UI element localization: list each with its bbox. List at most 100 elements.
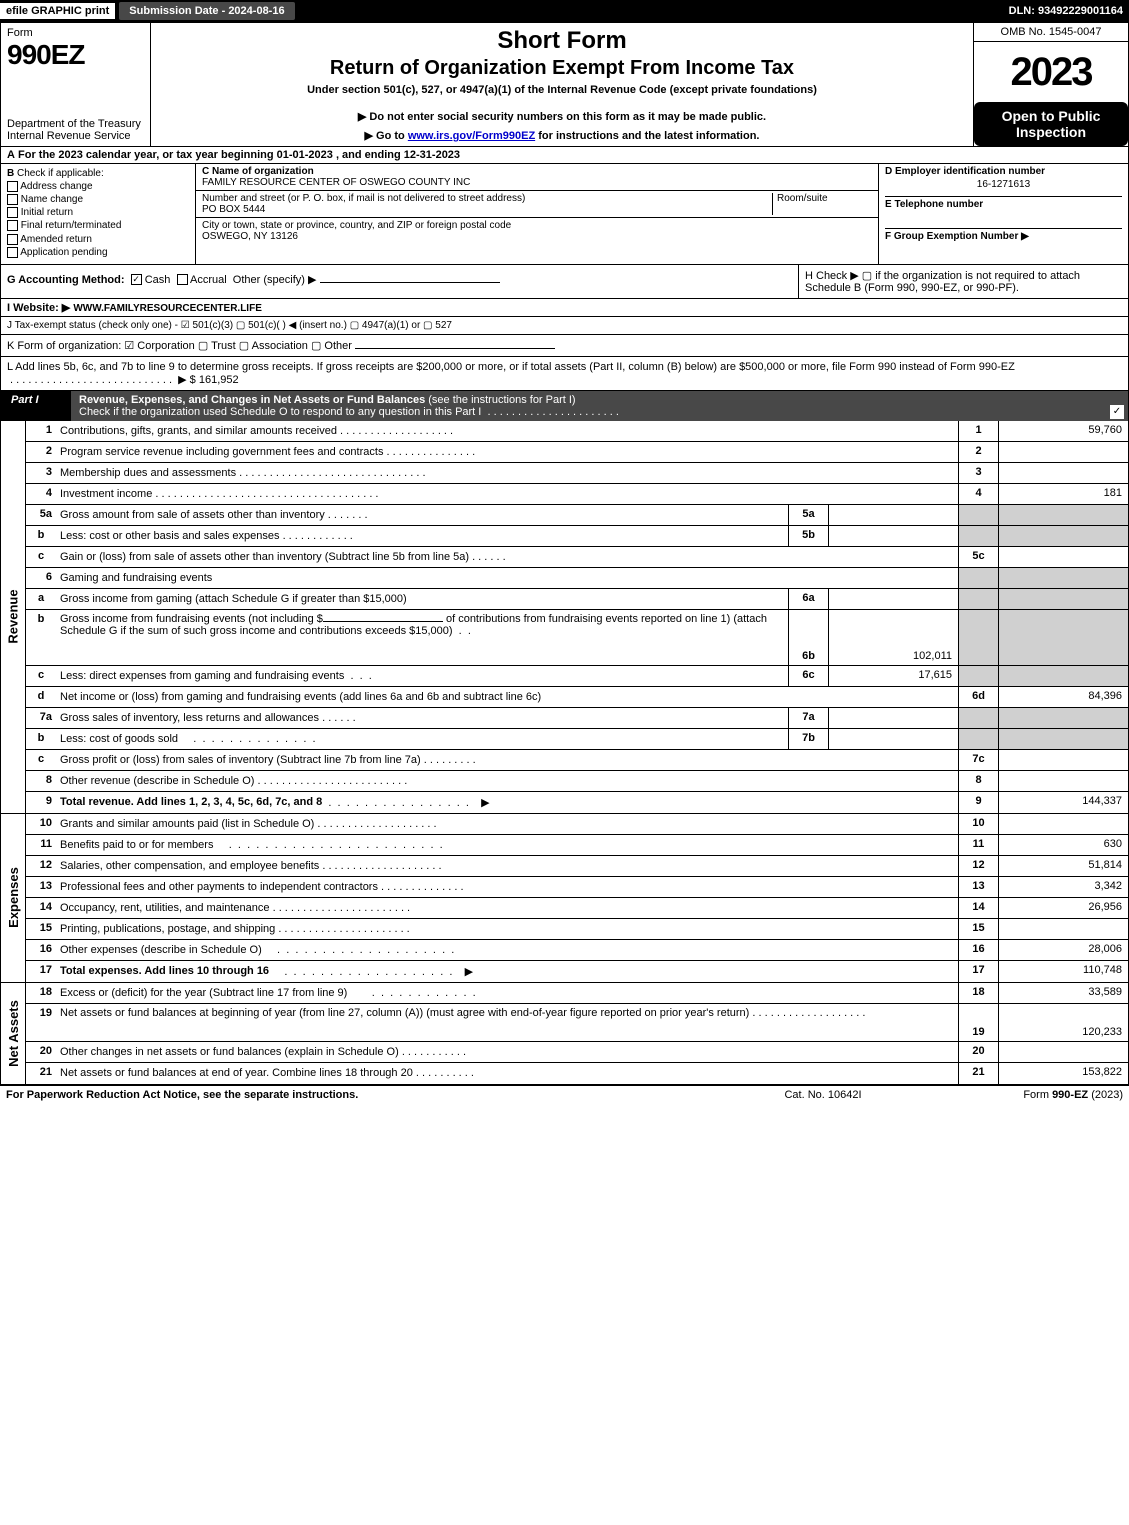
l6a-sub: 6a	[788, 589, 828, 609]
part-i-header: Part I Revenue, Expenses, and Changes in…	[0, 391, 1129, 421]
l6-n: 6	[26, 568, 56, 588]
l16-d: Other expenses (describe in Schedule O)	[60, 944, 262, 956]
l11-col: 11	[958, 835, 998, 855]
l13-d: Professional fees and other payments to …	[60, 881, 378, 893]
expenses-side-text: Expenses	[6, 867, 21, 928]
open-public-badge: Open to Public Inspection	[974, 102, 1128, 146]
chk-initial-return[interactable]	[7, 207, 18, 218]
l4-n: 4	[26, 484, 56, 504]
l11-n: 11	[26, 835, 56, 855]
department: Department of the Treasury Internal Reve…	[7, 118, 144, 142]
ein-label: D Employer identification number	[885, 166, 1122, 177]
l8-v	[998, 771, 1128, 791]
l7c-n: c	[26, 750, 56, 770]
l1-n: 1	[26, 421, 56, 441]
l7a-sv	[828, 708, 958, 728]
l6c-g1	[958, 666, 998, 686]
l3-col: 3	[958, 463, 998, 483]
l20-d: Other changes in net assets or fund bala…	[60, 1046, 399, 1058]
l16-col: 16	[958, 940, 998, 960]
l6b-g1	[958, 610, 998, 665]
chk-cash[interactable]	[131, 274, 142, 285]
l4-col: 4	[958, 484, 998, 504]
l5c-v	[998, 547, 1128, 567]
l5b-g1	[958, 526, 998, 546]
row-j-tax-exempt: J Tax-exempt status (check only one) - ☑…	[0, 317, 1129, 335]
h-schedule-b: H Check ▶ ▢ if the organization is not r…	[798, 265, 1128, 298]
part-i-sub: (see the instructions for Part I)	[428, 394, 575, 406]
l6b-blank[interactable]	[323, 621, 443, 622]
l4-v: 181	[998, 484, 1128, 504]
topbar: efile GRAPHIC print Submission Date - 20…	[0, 0, 1129, 22]
l14-v: 26,956	[998, 898, 1128, 918]
l6c-sub: 6c	[788, 666, 828, 686]
l10-n: 10	[26, 814, 56, 834]
chk-lbl-2: Initial return	[21, 207, 73, 218]
group-label: F Group Exemption Number ▶	[885, 231, 1029, 242]
accounting-method: G Accounting Method: Cash Accrual Other …	[1, 265, 798, 298]
part-i-title-wrap: Revenue, Expenses, and Changes in Net As…	[71, 391, 1128, 421]
l5a-sv	[828, 505, 958, 525]
footer-center: Cat. No. 10642I	[723, 1089, 923, 1101]
efile-print-label[interactable]: efile GRAPHIC print	[0, 3, 115, 19]
l13-col: 13	[958, 877, 998, 897]
l9-v: 144,337	[998, 792, 1128, 813]
l5b-sv	[828, 526, 958, 546]
l19-n: 19	[26, 1004, 56, 1041]
chk-pending[interactable]	[7, 247, 18, 258]
l-text: L Add lines 5b, 6c, and 7b to line 9 to …	[7, 361, 1015, 373]
l10-v	[998, 814, 1128, 834]
l-amount: ▶ $ 161,952	[178, 374, 238, 386]
row-l-gross-receipts: L Add lines 5b, 6c, and 7b to line 9 to …	[0, 357, 1129, 391]
tel-label: E Telephone number	[885, 199, 983, 210]
footer-right: Form 990-EZ (2023)	[923, 1089, 1123, 1101]
l1-v: 59,760	[998, 421, 1128, 441]
goto-pre: ▶ Go to	[365, 130, 408, 142]
l18-d: Excess or (deficit) for the year (Subtra…	[60, 987, 347, 999]
l6b-n: b	[26, 610, 56, 665]
l18-col: 18	[958, 983, 998, 1003]
k-other-input[interactable]	[355, 348, 555, 349]
l7b-sv	[828, 729, 958, 749]
l5a-sub: 5a	[788, 505, 828, 525]
l1-col: 1	[958, 421, 998, 441]
chk-name-change[interactable]	[7, 194, 18, 205]
l19-col: 19	[958, 1004, 998, 1041]
chk-final-return[interactable]	[7, 220, 18, 231]
chk-amended[interactable]	[7, 234, 18, 245]
chk-lbl-1: Name change	[21, 194, 83, 205]
l18-n: 18	[26, 983, 56, 1003]
chk-address-change[interactable]	[7, 181, 18, 192]
part-i-checkbox[interactable]: ✓	[1110, 405, 1124, 419]
org-name: FAMILY RESOURCE CENTER OF OSWEGO COUNTY …	[202, 177, 872, 188]
other-specify-input[interactable]	[320, 282, 500, 283]
l5b-n: b	[26, 526, 56, 546]
l20-col: 20	[958, 1042, 998, 1062]
l5c-n: c	[26, 547, 56, 567]
l6d-d: Net income or (loss) from gaming and fun…	[60, 691, 541, 703]
omb-number: OMB No. 1545-0047	[974, 23, 1128, 42]
l17-col: 17	[958, 961, 998, 982]
irs-link[interactable]: www.irs.gov/Form990EZ	[408, 130, 535, 142]
l7c-v	[998, 750, 1128, 770]
l4-d: Investment income	[60, 488, 152, 500]
header-right: OMB No. 1545-0047 2023 Open to Public In…	[973, 23, 1128, 146]
row-a-text: For the 2023 calendar year, or tax year …	[18, 149, 460, 161]
l10-d: Grants and similar amounts paid (list in…	[60, 818, 314, 830]
part-i-label: Part I	[1, 391, 71, 421]
l7b-d: Less: cost of goods sold	[60, 733, 178, 745]
l5a-g2	[998, 505, 1128, 525]
l7b-n: b	[26, 729, 56, 749]
l19-v: 120,233	[998, 1004, 1128, 1041]
l7a-g1	[958, 708, 998, 728]
l6c-n: c	[26, 666, 56, 686]
l6b-sub: 6b	[788, 610, 828, 665]
l7b-g2	[998, 729, 1128, 749]
goto-instructions: ▶ Go to www.irs.gov/Form990EZ for instru…	[159, 129, 965, 142]
col-b-label: B	[7, 168, 14, 179]
netassets-section: Net Assets 18Excess or (deficit) for the…	[0, 983, 1129, 1085]
l16-n: 16	[26, 940, 56, 960]
form-header: Form 990EZ Department of the Treasury In…	[0, 22, 1129, 147]
website-value: WWW.FAMILYRESOURCECENTER.LIFE	[73, 303, 262, 314]
chk-accrual[interactable]	[177, 274, 188, 285]
